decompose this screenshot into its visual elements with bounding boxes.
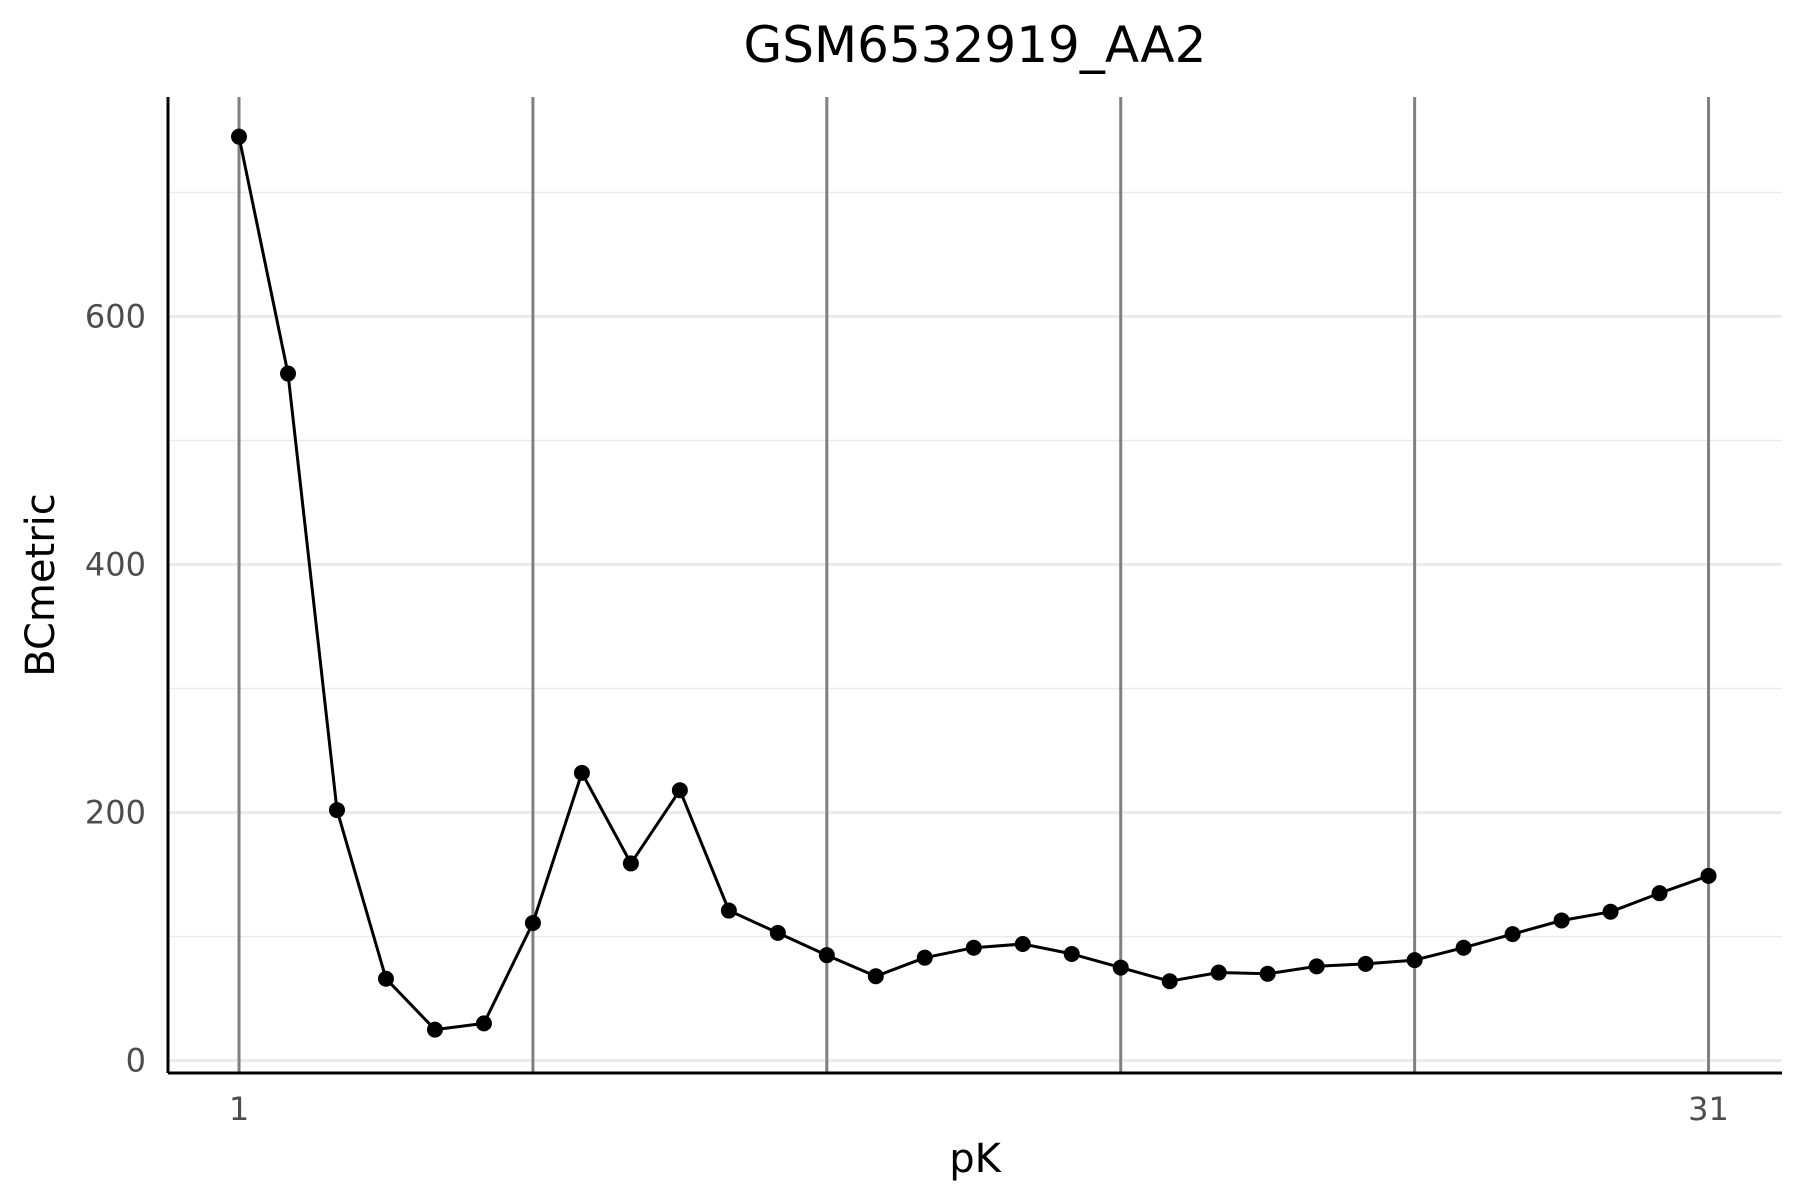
- data-point: [965, 939, 982, 956]
- data-point: [475, 1015, 492, 1032]
- grid-layer: [168, 191, 1782, 1063]
- y-tick-label: 200: [85, 794, 146, 832]
- data-point: [1161, 973, 1178, 990]
- x-tick-label: 1: [229, 1090, 249, 1128]
- chart-title: GSM6532919_AA2: [744, 16, 1207, 74]
- x-tick-label: 31: [1688, 1090, 1729, 1128]
- data-point: [1112, 959, 1129, 976]
- x-axis-title: pK: [949, 1136, 1002, 1182]
- data-point: [1504, 926, 1521, 943]
- data-point: [573, 764, 590, 781]
- data-point: [1308, 958, 1325, 975]
- data-point: [867, 968, 884, 985]
- axis-layer: [166, 97, 1782, 1075]
- data-point: [231, 128, 248, 145]
- data-point: [280, 365, 297, 382]
- y-tick-label: 400: [85, 546, 146, 584]
- data-point: [916, 949, 933, 966]
- data-point: [1357, 955, 1374, 972]
- data-point: [818, 947, 835, 964]
- data-point: [769, 924, 786, 941]
- y-tick-label: 0: [126, 1042, 146, 1080]
- tick-label-layer: 0 200 400 600 1 31: [85, 298, 1729, 1128]
- data-point: [1063, 945, 1080, 962]
- vline-layer: [237, 97, 1711, 1073]
- data-point: [622, 855, 639, 872]
- y-tick-label: 600: [85, 298, 146, 336]
- data-point: [1602, 903, 1619, 920]
- data-point: [328, 802, 345, 819]
- y-axis-title: BCmetric: [18, 493, 64, 676]
- data-point: [720, 902, 737, 919]
- data-point: [1700, 867, 1717, 884]
- data-point: [524, 914, 541, 931]
- data-point: [1014, 936, 1031, 953]
- data-point: [1210, 964, 1227, 981]
- data-point: [1259, 965, 1276, 982]
- data-point: [671, 782, 688, 799]
- data-point: [426, 1021, 443, 1038]
- series-layer: [231, 128, 1717, 1038]
- data-point: [1406, 952, 1423, 969]
- series-line: [237, 136, 1710, 1032]
- data-point: [1455, 939, 1472, 956]
- data-point: [1553, 912, 1570, 929]
- data-point: [377, 970, 394, 987]
- data-point: [1651, 885, 1668, 902]
